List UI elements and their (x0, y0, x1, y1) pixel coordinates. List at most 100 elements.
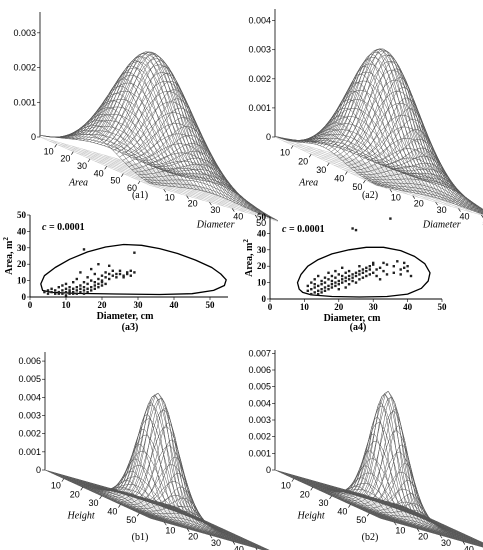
x-tick-label: 10 (280, 148, 290, 158)
z-tick-label: 0.004 (248, 398, 271, 408)
x-tick-mark (291, 478, 295, 482)
scatter-point (406, 265, 409, 268)
y-tick-label: 20 (188, 532, 198, 542)
x-axis-label: Height (66, 511, 94, 522)
x-tick-mark (345, 171, 348, 175)
scatter-point (385, 273, 389, 276)
floor-grid-line (381, 166, 483, 216)
contour-annotation: c = 0.0001 (42, 222, 85, 233)
scatter-point (351, 273, 354, 276)
surface-mesh-line (381, 155, 483, 215)
surface-mesh-line (385, 162, 483, 214)
surface-mesh-line (149, 183, 279, 221)
x-axis-label: Diameter, cm (324, 313, 381, 324)
surface-mesh-line (365, 511, 483, 545)
scatter-point (100, 274, 104, 277)
scatter-point (115, 276, 118, 279)
x-tick-mark (367, 513, 370, 517)
x-tick-label: 50 (206, 300, 216, 310)
x-tick-label: 30 (319, 498, 329, 508)
y-tick-label: 10 (165, 525, 175, 535)
scatter-point (86, 276, 89, 279)
scatter-point (327, 288, 330, 291)
scatter-point (97, 286, 100, 289)
surface-mesh-line (135, 511, 264, 548)
x-tick-label: 50 (110, 176, 120, 186)
scatter-point (358, 273, 361, 276)
scatter-point (320, 288, 323, 291)
scatter-point (327, 284, 330, 288)
scatter-point (323, 289, 327, 292)
x-axis-label: Height (296, 511, 324, 522)
x-tick-mark (326, 162, 330, 167)
y-tick-label: 30 (437, 205, 447, 215)
scatter-point (90, 289, 93, 292)
y-tick-label: 50 (256, 218, 266, 228)
scatter-point (57, 286, 60, 289)
scatter-point (54, 289, 57, 292)
x-tick-label: 10 (44, 146, 54, 156)
scatter-point (313, 291, 316, 294)
scatter-point (306, 284, 309, 288)
y-tick-mark (232, 541, 236, 545)
scatter-point (79, 284, 82, 287)
scatter-point (330, 279, 334, 283)
surface-mesh-line (364, 178, 483, 212)
z-tick-label: 0.006 (18, 356, 41, 366)
z-tick-label: 0.004 (248, 16, 271, 26)
scatter-point (104, 276, 107, 279)
scatter-point (104, 282, 107, 286)
panel-caption: (a3) (122, 322, 139, 333)
scatter-point (327, 271, 330, 274)
y-tick-label: 10 (257, 278, 267, 288)
scatter-point (46, 292, 50, 295)
scatter-point (368, 273, 371, 276)
z-tick-label: 0.007 (248, 348, 271, 358)
y-tick-mark (254, 214, 258, 219)
z-tick-label: 0.003 (248, 45, 271, 55)
scatter-point (409, 274, 413, 278)
surface-mesh-line (157, 168, 268, 217)
scatter-point (50, 290, 53, 294)
scatter-point (406, 269, 409, 273)
y-tick-label: 0 (22, 292, 27, 302)
scatter-point (310, 292, 313, 296)
scatter-point (378, 278, 382, 281)
scatter-point (385, 263, 389, 266)
x-tick-mark (310, 487, 313, 491)
scatter-point (344, 286, 347, 289)
scatter-point (323, 286, 327, 289)
x-tick-label: 50 (356, 515, 366, 525)
x-tick-mark (118, 504, 121, 508)
z-tick-label: 0.005 (18, 374, 41, 384)
scatter-point (100, 279, 104, 282)
scatter-point (43, 290, 46, 294)
scatter-point (399, 268, 402, 271)
x-tick-label: 20 (334, 302, 344, 312)
scatter-point (82, 248, 86, 251)
y-tick-label: 30 (257, 245, 267, 255)
y-tick-label: 30 (17, 243, 27, 253)
x-tick-mark (363, 180, 366, 184)
scatter-point (82, 281, 86, 284)
x-tick-label: 40 (94, 168, 104, 178)
y-tick-label: 20 (17, 259, 27, 269)
x-tick-mark (80, 487, 83, 491)
scatter-point (313, 278, 316, 281)
scatter-point (323, 276, 327, 279)
surface-mesh-line (362, 172, 483, 211)
scatter-point (72, 290, 75, 294)
surface-mesh-line (399, 504, 483, 544)
y-tick-label: 30 (211, 538, 221, 548)
scatter-point (358, 269, 361, 273)
scatter-point (317, 274, 320, 278)
x-tick-label: 20 (98, 300, 108, 310)
surface-mesh-line (138, 512, 267, 550)
y-tick-mark (232, 208, 235, 212)
scatter-point (61, 292, 64, 295)
scatter-point (50, 287, 53, 290)
x-tick-mark (87, 158, 91, 163)
scatter-point (365, 274, 368, 278)
